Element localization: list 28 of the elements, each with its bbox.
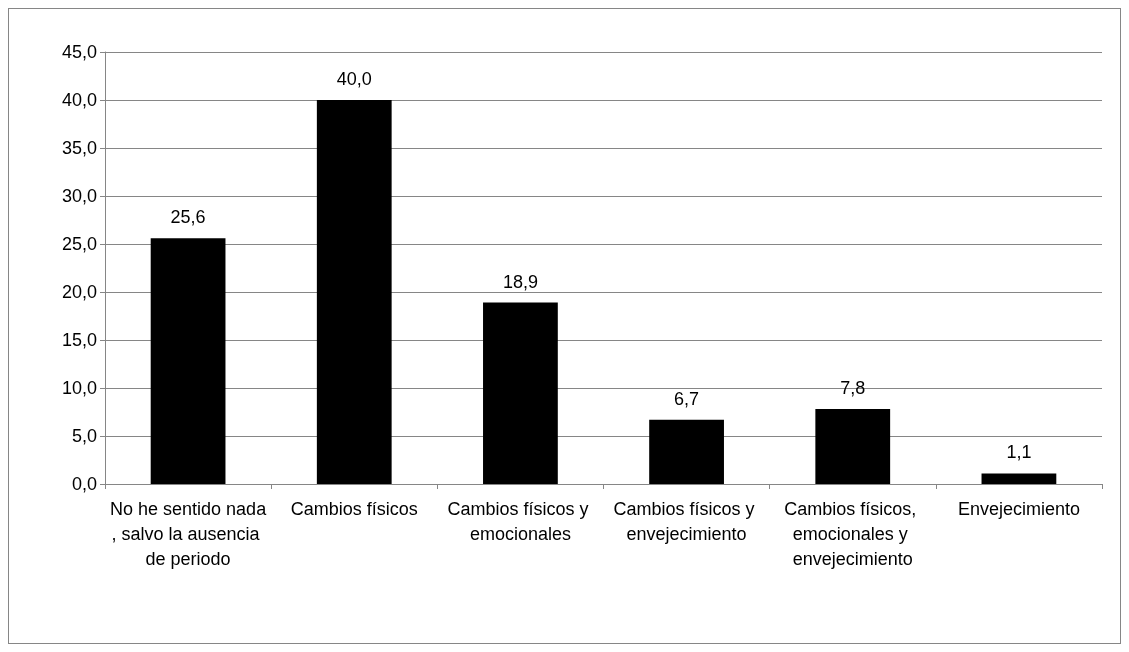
x-tick-label: Envejecimiento: [957, 498, 1080, 519]
y-tick-label: 45,0: [61, 42, 97, 62]
x-tick-label: No he sentido nada, salvo la ausencia de periodo: [110, 498, 268, 569]
x-tick-label: Cambios físicos y emocionales: [447, 498, 594, 544]
bar: [815, 409, 891, 484]
data-label: 7,8: [840, 378, 866, 399]
y-tick-label: 20,0: [61, 282, 97, 302]
y-tick-label: 30,0: [61, 186, 97, 206]
data-label: 1,1: [1006, 442, 1032, 463]
bar: [649, 419, 724, 484]
bar: [150, 238, 226, 484]
y-tick-label: 40,0: [61, 90, 97, 110]
x-tick-label: Cambios físicos y envejecimiento: [613, 498, 760, 544]
bar: [483, 302, 558, 484]
x-tick-label: Cambios físicos, emocionales y envejecimiento: [784, 498, 922, 569]
data-label: 6,7: [674, 388, 700, 409]
y-tick-label: 10,0: [61, 378, 97, 398]
x-tick-label: Cambios físicos: [290, 498, 418, 519]
y-tick-label: 15,0: [61, 330, 97, 350]
data-label: 18,9: [502, 271, 538, 292]
y-tick-label: 25,0: [61, 234, 97, 254]
y-tick-label: 35,0: [61, 138, 97, 158]
y-tick-label: 5,0: [71, 426, 97, 446]
y-tick-label: 0,0: [71, 474, 97, 494]
bar: [316, 100, 392, 484]
bar: [981, 473, 1057, 484]
data-label: 40,0: [336, 69, 372, 89]
data-label: 25,6: [170, 207, 206, 228]
